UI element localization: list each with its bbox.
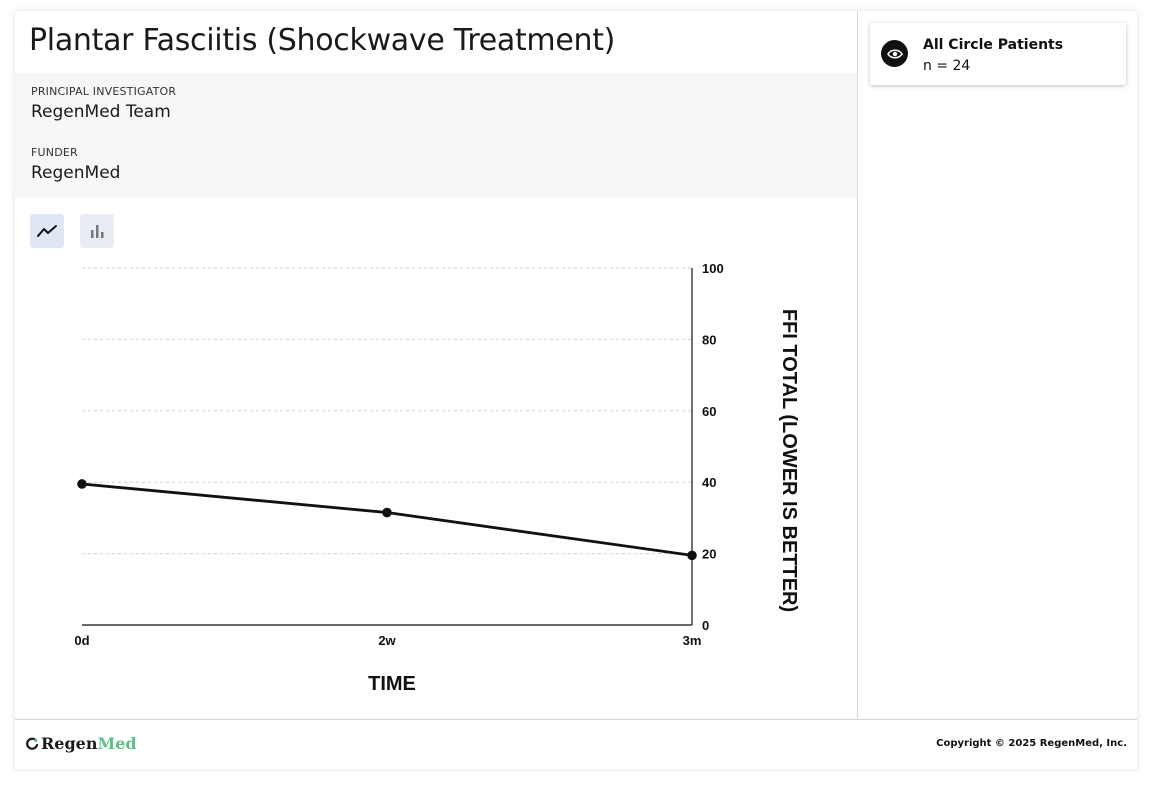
logo-med-text: Med bbox=[97, 734, 137, 753]
x-axis-title: TIME bbox=[368, 673, 416, 695]
pi-value: RegenMed Team bbox=[31, 102, 171, 122]
y-tick-label: 60 bbox=[702, 404, 716, 419]
data-point bbox=[77, 479, 87, 489]
x-tick-label: 3m bbox=[683, 633, 702, 648]
funder-label: FUNDER bbox=[31, 146, 78, 159]
y-tick-label: 80 bbox=[702, 332, 716, 347]
footer-logo: Regen Med bbox=[25, 734, 137, 753]
study-panel: Plantar Fasciitis (Shockwave Treatment) … bbox=[15, 11, 857, 719]
cohort-count: n = 24 bbox=[923, 58, 971, 74]
y-axis-title: FFI TOTAL (LOWER IS BETTER) bbox=[778, 309, 800, 612]
y-tick-label: 40 bbox=[702, 475, 716, 490]
chart-area: 0 20 40 60 80 100 0d 2w 3m TIME FFI TOTAL (LOWER I… bbox=[15, 256, 857, 696]
pi-label: PRINCIPAL INVESTIGATOR bbox=[31, 85, 177, 98]
cohort-card[interactable]: All Circle Patients n = 24 bbox=[870, 23, 1126, 85]
regenmed-logo-icon bbox=[26, 737, 39, 750]
main-card: Plantar Fasciitis (Shockwave Treatment) … bbox=[15, 11, 1137, 769]
panel-divider bbox=[857, 11, 858, 719]
line-chart: 0 20 40 60 80 100 0d 2w 3m TIME FFI TOTAL (LOWER I… bbox=[74, 261, 800, 695]
copyright-text: Copyright © 2025 RegenMed, Inc. bbox=[936, 738, 1127, 749]
y-tick-label: 100 bbox=[702, 261, 724, 276]
bar-view-button[interactable] bbox=[80, 214, 114, 248]
y-tick-label: 0 bbox=[702, 618, 709, 633]
bar-chart-icon bbox=[91, 225, 104, 238]
data-point bbox=[687, 550, 697, 561]
series-line bbox=[81, 482, 693, 557]
study-info-box: PRINCIPAL INVESTIGATOR RegenMed Team FUN… bbox=[15, 73, 857, 197]
logo-regen-text: Regen bbox=[41, 734, 98, 753]
footer-divider bbox=[15, 719, 1137, 720]
y-tick-label: 20 bbox=[702, 547, 716, 562]
funder-value: RegenMed bbox=[31, 163, 121, 183]
x-tick-label: 0d bbox=[74, 633, 89, 648]
x-tick-label: 2w bbox=[378, 633, 396, 648]
data-point bbox=[382, 507, 392, 518]
cohort-name: All Circle Patients bbox=[923, 37, 1064, 53]
line-view-button[interactable] bbox=[30, 214, 64, 248]
page-title: Plantar Fasciitis (Shockwave Treatment) bbox=[29, 23, 616, 58]
line-chart-icon bbox=[37, 225, 57, 237]
eye-icon bbox=[881, 40, 908, 67]
